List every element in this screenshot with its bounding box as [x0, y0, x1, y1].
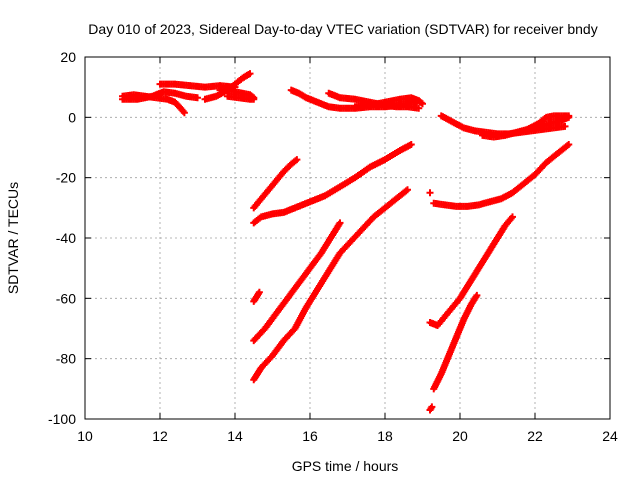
chart-title: Day 010 of 2023, Sidereal Day-to-day VTE…: [88, 21, 597, 37]
y-tick-label: 0: [68, 109, 76, 125]
data-point: [336, 219, 344, 227]
y-tick-label: 20: [60, 49, 76, 65]
y-tick-label: -80: [56, 351, 76, 367]
y-tick-label: -60: [56, 290, 76, 306]
data-point: [509, 213, 516, 221]
x-tick-label: 24: [602, 428, 618, 444]
series-arc-2: [119, 88, 201, 103]
data-point: [565, 140, 573, 148]
data-point: [561, 122, 569, 130]
series-arc-21: [426, 403, 436, 414]
axis-ticks: 10 12 14 16 18 20 22 24 -100 -80 -60 -40 -20 0 20: [48, 49, 618, 444]
y-tick-label: -100: [48, 411, 76, 427]
x-tick-label: 18: [377, 428, 393, 444]
series-arc-9: [351, 94, 426, 111]
x-tick-label: 20: [452, 428, 468, 444]
data-point: [473, 291, 481, 299]
data-point: [250, 95, 258, 103]
x-tick-label: 16: [302, 428, 318, 444]
data-points: [119, 70, 573, 414]
data-point: [565, 112, 573, 120]
data-point: [415, 104, 423, 112]
series-arc-8: [325, 89, 423, 112]
series-arc-20: [426, 213, 516, 329]
data-point: [180, 109, 188, 117]
data-point: [246, 70, 254, 78]
series-arc-17: [250, 186, 411, 384]
plot-frame: [84, 56, 611, 420]
data-point: [419, 100, 426, 108]
data-point: [194, 94, 201, 102]
data-point: [426, 189, 434, 197]
x-tick-label: 10: [77, 428, 93, 444]
y-tick-label: -40: [56, 230, 76, 246]
series-arc-14: [250, 140, 415, 227]
x-tick-label: 12: [152, 428, 168, 444]
series-arc-19: [430, 140, 573, 210]
x-axis-label: GPS time / hours: [292, 458, 399, 474]
series-arc-22: [430, 291, 481, 393]
series-arc-13: [250, 156, 301, 212]
data-point: [404, 186, 411, 194]
series-arc-6: [224, 92, 258, 103]
series-arc-16: [250, 219, 344, 345]
series-arc-3: [156, 80, 239, 91]
series-arc-15: [250, 288, 263, 305]
data-point: [293, 156, 301, 164]
data-point: [255, 288, 263, 296]
series-arc-12: [524, 112, 573, 133]
data-point: [407, 140, 415, 148]
x-tick-label: 22: [527, 428, 543, 444]
series-arc-18: [426, 189, 434, 197]
data-point: [417, 99, 425, 107]
data-point: [428, 403, 436, 411]
y-tick-label: -20: [56, 170, 76, 186]
x-tick-label: 14: [227, 428, 243, 444]
y-axis-label: SDTVAR / TECUs: [5, 182, 21, 294]
grid: [85, 57, 610, 419]
